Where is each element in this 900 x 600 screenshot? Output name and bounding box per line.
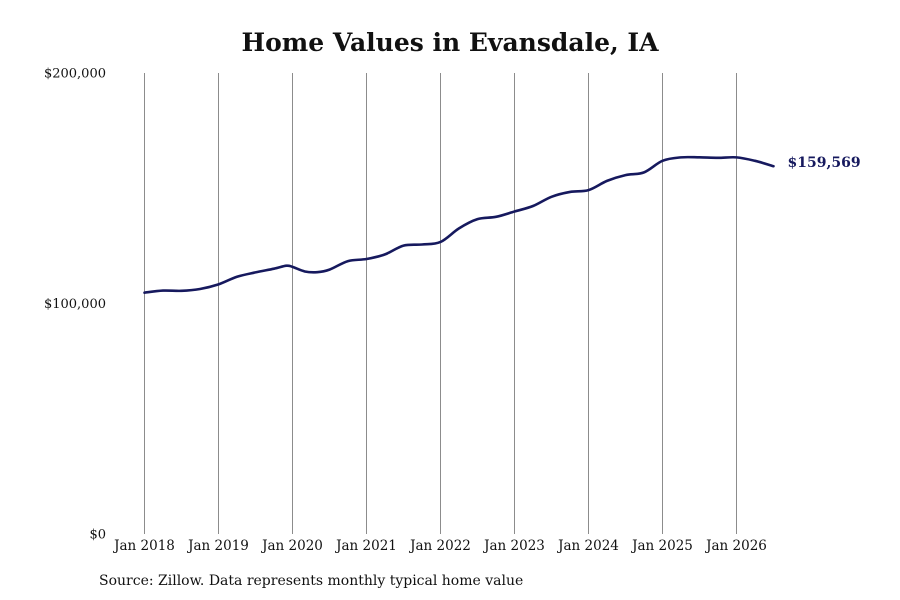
x-tick-label: Jan 2018	[112, 538, 175, 554]
x-tick-label: Jan 2023	[482, 538, 545, 554]
end-value-label: $159,569	[788, 155, 861, 171]
x-tick-label: Jan 2024	[556, 538, 619, 554]
x-tick-label: Jan 2019	[186, 538, 249, 554]
x-tick-label: Jan 2022	[408, 538, 471, 554]
gridlines	[144, 73, 737, 534]
series-group	[143, 155, 775, 294]
x-tick-label: Jan 2021	[334, 538, 397, 554]
annotations: $159,569	[788, 155, 861, 171]
x-tick-label: Jan 2025	[630, 538, 693, 554]
source-note: Source: Zillow. Data represents monthly …	[99, 573, 524, 589]
y-tick-label: $100,000	[44, 297, 106, 312]
x-tick-label: Jan 2026	[704, 538, 767, 554]
chart-title: Home Values in Evansdale, IA	[241, 28, 659, 57]
y-axis-labels: $0 $100,000 $200,000	[44, 67, 106, 543]
x-tick-label: Jan 2020	[260, 538, 323, 554]
series-line	[143, 155, 775, 294]
y-tick-label: $0	[89, 528, 106, 543]
y-tick-label: $200,000	[44, 67, 106, 82]
x-axis-labels: Jan 2018 Jan 2019 Jan 2020 Jan 2021 Jan 2022…	[112, 538, 767, 554]
